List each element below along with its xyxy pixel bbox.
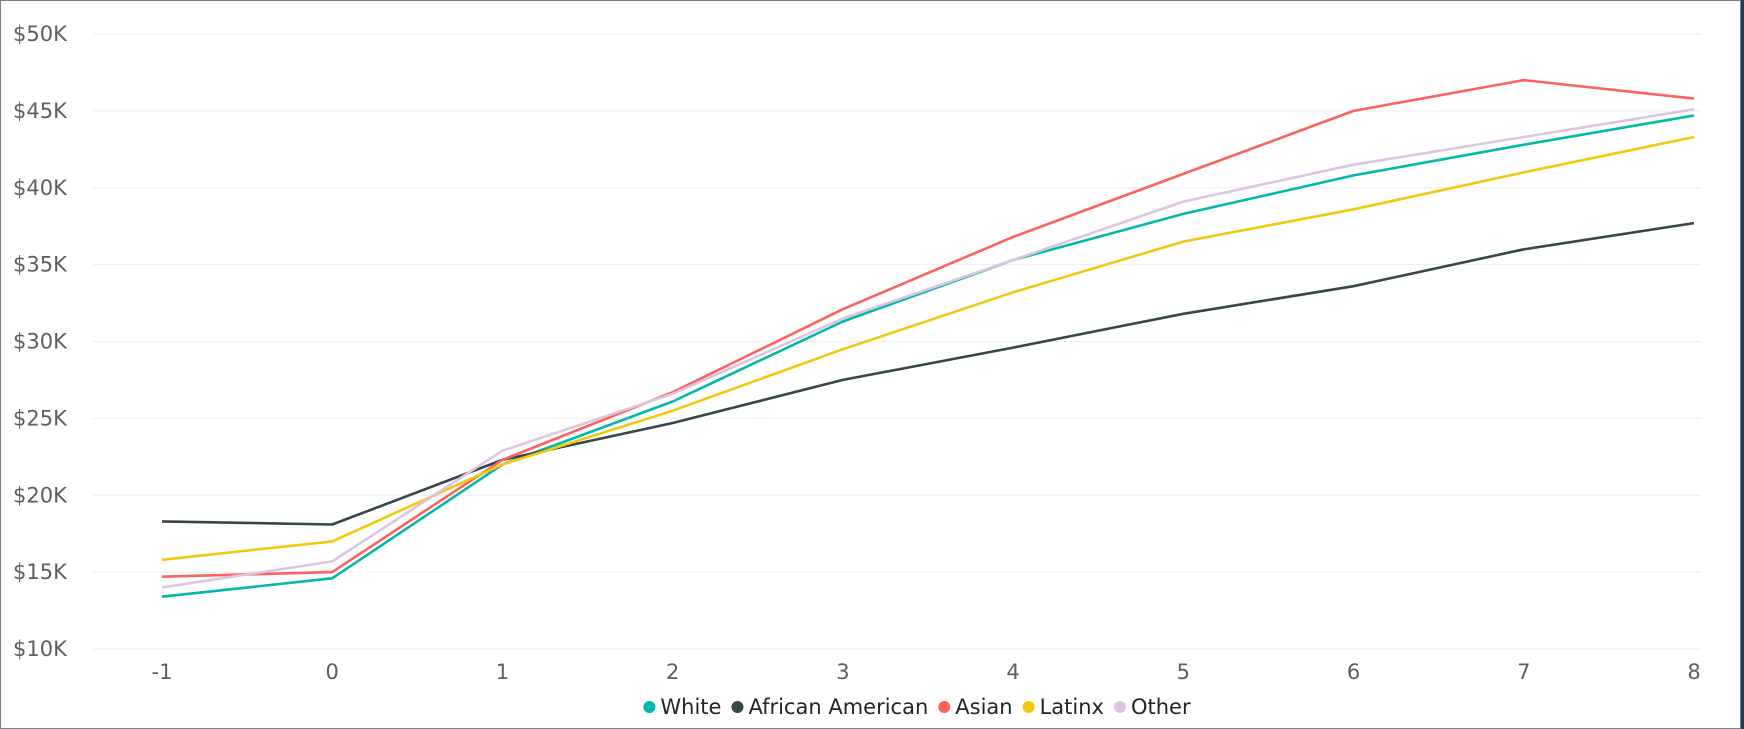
legend-marker xyxy=(731,701,744,713)
y-tick-label: $40K xyxy=(13,176,68,200)
y-axis: $10K $15K $20K $25K $30K $35K $40K $45K $50K xyxy=(13,22,68,661)
series-line-latinx[interactable] xyxy=(161,135,1695,562)
x-tick-label: 4 xyxy=(1006,660,1019,684)
x-tick-label: 3 xyxy=(836,660,849,684)
legend-item-latinx[interactable]: Latinx xyxy=(1022,695,1104,719)
x-tick-label: 2 xyxy=(666,660,679,684)
legend-label: African American xyxy=(748,695,928,719)
x-tick-label: 1 xyxy=(496,660,509,684)
y-tick-label: $10K xyxy=(13,637,68,661)
x-tick-label: 0 xyxy=(326,660,339,684)
series-line-white[interactable] xyxy=(161,114,1695,598)
legend-item-asian[interactable]: Asian xyxy=(938,695,1013,719)
y-tick-label: $15K xyxy=(13,560,68,584)
legend-marker xyxy=(1113,701,1126,713)
series-line-other[interactable] xyxy=(161,108,1695,589)
x-tick-label: 5 xyxy=(1177,660,1190,684)
window-edge xyxy=(1741,0,1744,729)
legend: White African American Asian Latinx Other xyxy=(643,695,1191,719)
legend-marker xyxy=(643,701,656,713)
legend-label: Other xyxy=(1131,695,1191,719)
legend-label: Latinx xyxy=(1040,695,1104,719)
x-tick-label: -1 xyxy=(152,660,173,684)
y-tick-label: $20K xyxy=(13,483,68,507)
y-tick-label: $25K xyxy=(13,406,68,430)
legend-item-african-american[interactable]: African American xyxy=(731,695,928,719)
series-line-asian[interactable] xyxy=(161,78,1695,578)
x-tick-label: 7 xyxy=(1517,660,1530,684)
legend-item-other[interactable]: Other xyxy=(1113,695,1191,719)
legend-label: Asian xyxy=(955,695,1012,719)
gridlines xyxy=(93,33,1701,650)
legend-marker xyxy=(1022,701,1035,713)
y-tick-label: $50K xyxy=(13,22,68,46)
legend-label: White xyxy=(660,695,721,719)
x-tick-label: 6 xyxy=(1347,660,1360,684)
y-tick-label: $45K xyxy=(13,99,68,123)
series-line-african-american[interactable] xyxy=(161,221,1695,526)
legend-marker xyxy=(938,701,951,713)
series-lines xyxy=(161,78,1695,598)
x-axis: -1 0 1 2 3 4 5 6 7 8 xyxy=(152,660,1701,684)
y-tick-label: $30K xyxy=(13,330,68,354)
legend-item-white[interactable]: White xyxy=(643,695,721,719)
x-tick-label: 8 xyxy=(1687,660,1700,684)
y-tick-label: $35K xyxy=(13,253,68,277)
